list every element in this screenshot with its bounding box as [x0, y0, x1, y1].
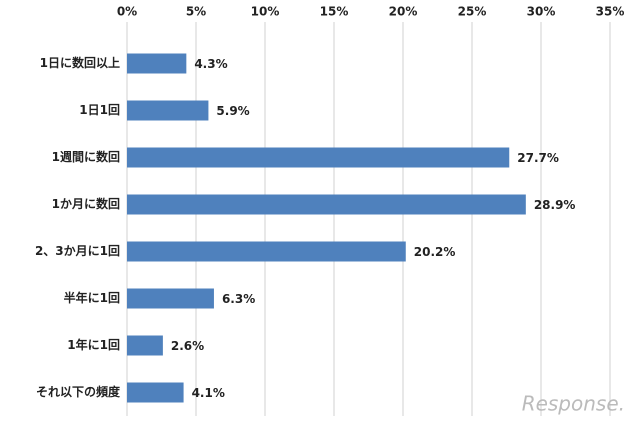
- value-label: 4.1%: [192, 386, 225, 400]
- bar: [127, 147, 510, 168]
- x-tick-label: 5%: [186, 5, 206, 19]
- value-label: 6.3%: [222, 292, 255, 306]
- bar: [127, 382, 184, 403]
- y-tick-label: 1か月に数回: [52, 196, 120, 211]
- y-tick-label: 1日1回: [79, 103, 120, 117]
- y-tick-label: 1年に1回: [67, 337, 120, 352]
- watermark: Response.: [522, 392, 625, 416]
- y-tick-label: 2、3か月に1回: [35, 244, 120, 258]
- bar: [127, 194, 526, 215]
- y-tick-label: 半年に1回: [64, 290, 120, 305]
- value-label: 2.6%: [171, 339, 204, 353]
- bar: [127, 100, 209, 121]
- x-tick-label: 30%: [527, 5, 556, 19]
- y-tick-label: それ以下の頻度: [36, 384, 121, 399]
- x-tick-label: 25%: [458, 5, 487, 19]
- x-tick-label: 15%: [320, 5, 349, 19]
- x-tick-label: 35%: [596, 5, 625, 19]
- value-label: 5.9%: [216, 104, 249, 118]
- y-tick-label: 1日に数回以上: [40, 55, 120, 70]
- bar: [127, 288, 214, 309]
- value-label: 27.7%: [517, 151, 559, 165]
- bar: [127, 335, 163, 356]
- value-label: 20.2%: [414, 245, 456, 259]
- value-label: 28.9%: [534, 198, 576, 212]
- bar: [127, 241, 406, 262]
- bar: [127, 53, 187, 74]
- x-tick-label: 20%: [389, 5, 418, 19]
- y-tick-label: 1週間に数回: [52, 149, 120, 164]
- value-label: 4.3%: [194, 57, 227, 71]
- x-tick-label: 0%: [117, 5, 137, 19]
- x-tick-label: 10%: [251, 5, 280, 19]
